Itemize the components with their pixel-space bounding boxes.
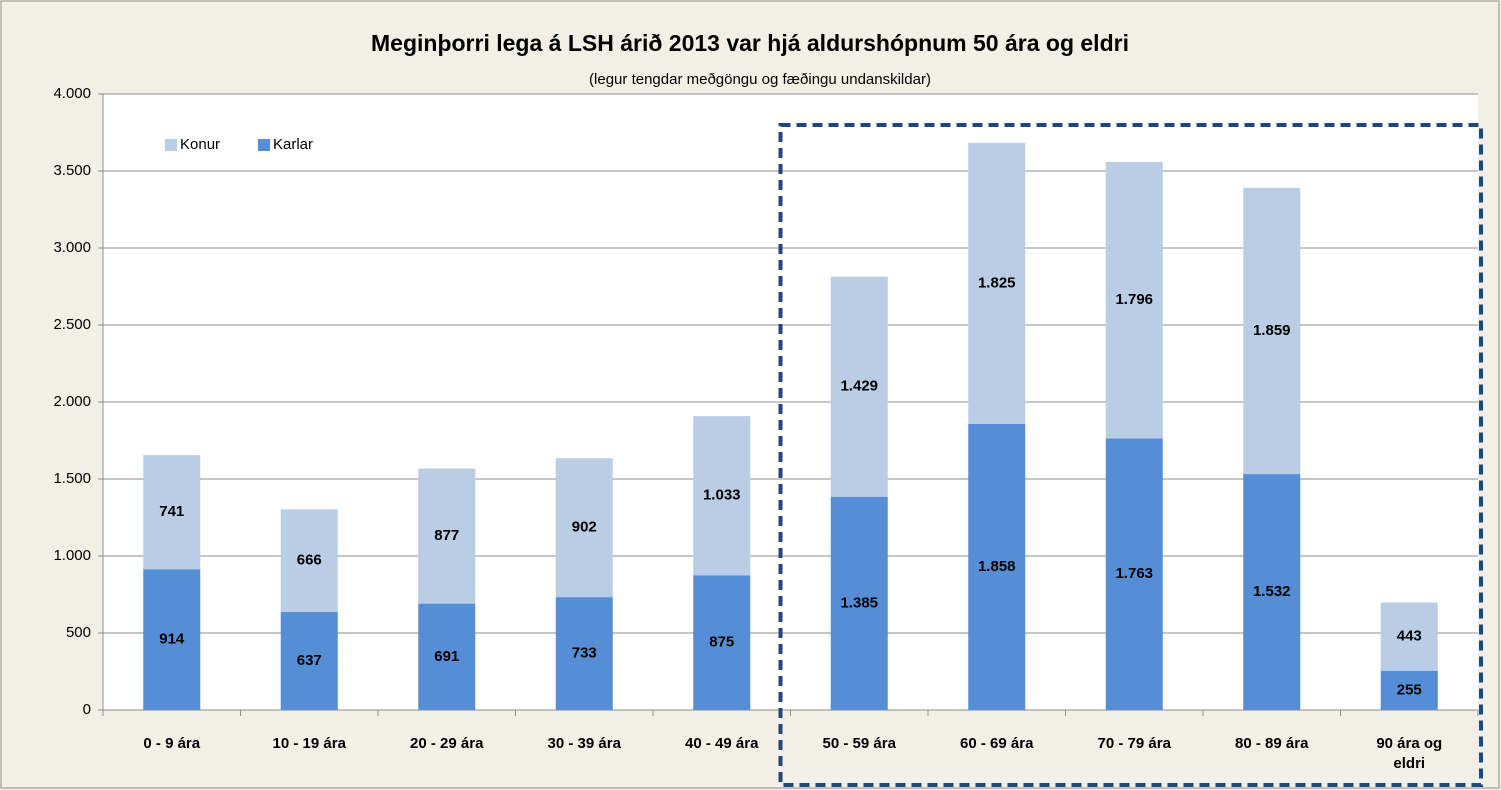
data-label: 1.763	[1115, 565, 1153, 582]
bar-segment	[1380, 602, 1438, 671]
legend-swatch	[165, 139, 177, 151]
y-tick-label: 3.000	[53, 239, 91, 256]
bar-segment	[1243, 474, 1301, 710]
data-label: 1.385	[840, 594, 878, 611]
y-tick-label: 4.000	[53, 85, 91, 102]
data-label: 914	[159, 631, 185, 648]
legend-label: Konur	[180, 136, 220, 153]
x-tick-label: 80 - 89 ára	[1235, 735, 1309, 752]
data-label: 875	[709, 634, 734, 651]
x-tick-label: 60 - 69 ára	[960, 735, 1034, 752]
data-label: 1.858	[978, 558, 1016, 575]
data-label: 1.532	[1253, 583, 1291, 600]
legend-label: Karlar	[273, 136, 313, 153]
data-label: 733	[572, 645, 597, 662]
x-tick-label: 70 - 79 ára	[1097, 735, 1171, 752]
y-tick-label: 0	[83, 701, 91, 718]
data-label: 1.796	[1115, 291, 1153, 308]
bar-segment	[1105, 161, 1163, 439]
y-tick-label: 500	[66, 624, 91, 641]
x-tick-label: 20 - 29 ára	[410, 735, 484, 752]
bar-segment	[1380, 670, 1438, 710]
bar-segment	[693, 416, 751, 576]
y-tick-label: 3.500	[53, 162, 91, 179]
bar-segment	[280, 611, 338, 710]
x-tick-label: 30 - 39 ára	[547, 735, 621, 752]
bar-segment	[555, 458, 613, 598]
bar-segment	[1105, 438, 1163, 710]
bar-segment	[693, 575, 751, 710]
chart-subtitle: (legur tengdar meðgöngu og fæðingu undan…	[589, 71, 931, 88]
bar-segment	[143, 455, 201, 570]
x-tick-label: 90 ára og eldri	[1376, 735, 1443, 772]
bar-segment	[968, 142, 1026, 424]
data-label: 1.859	[1253, 322, 1291, 339]
legend-swatch	[258, 139, 270, 151]
data-label: 255	[1397, 681, 1422, 698]
data-label: 637	[297, 652, 322, 669]
data-label: 691	[434, 648, 459, 665]
bar-segment	[280, 509, 338, 612]
bar-segment	[143, 569, 201, 710]
data-label: 443	[1397, 628, 1422, 645]
data-label: 1.429	[840, 378, 878, 395]
y-tick-label: 1.500	[53, 470, 91, 487]
bar-segment	[830, 496, 888, 710]
highlight-box	[778, 123, 1483, 787]
y-tick-label: 2.500	[53, 316, 91, 333]
x-tick-label: 0 - 9 ára	[143, 735, 201, 752]
bar-segment	[418, 603, 476, 710]
bar-segment	[830, 276, 888, 497]
x-tick-label: 50 - 59 ára	[822, 735, 896, 752]
bar-segment	[418, 468, 476, 604]
data-label: 877	[434, 527, 459, 544]
data-label: 1.825	[978, 274, 1016, 291]
data-label: 666	[297, 552, 322, 569]
data-label: 1.033	[703, 487, 741, 504]
bar-segment	[1243, 187, 1301, 475]
x-tick-label: 10 - 19 ára	[272, 735, 346, 752]
data-label: 741	[159, 503, 184, 520]
bar-segment	[968, 423, 1026, 710]
bar-segment	[555, 597, 613, 710]
data-label: 902	[572, 519, 597, 536]
x-tick-label: 40 - 49 ára	[685, 735, 759, 752]
y-tick-label: 2.000	[53, 393, 91, 410]
y-tick-label: 1.000	[53, 547, 91, 564]
chart-title: Meginþorri lega á LSH árið 2013 var hjá …	[371, 30, 1129, 56]
